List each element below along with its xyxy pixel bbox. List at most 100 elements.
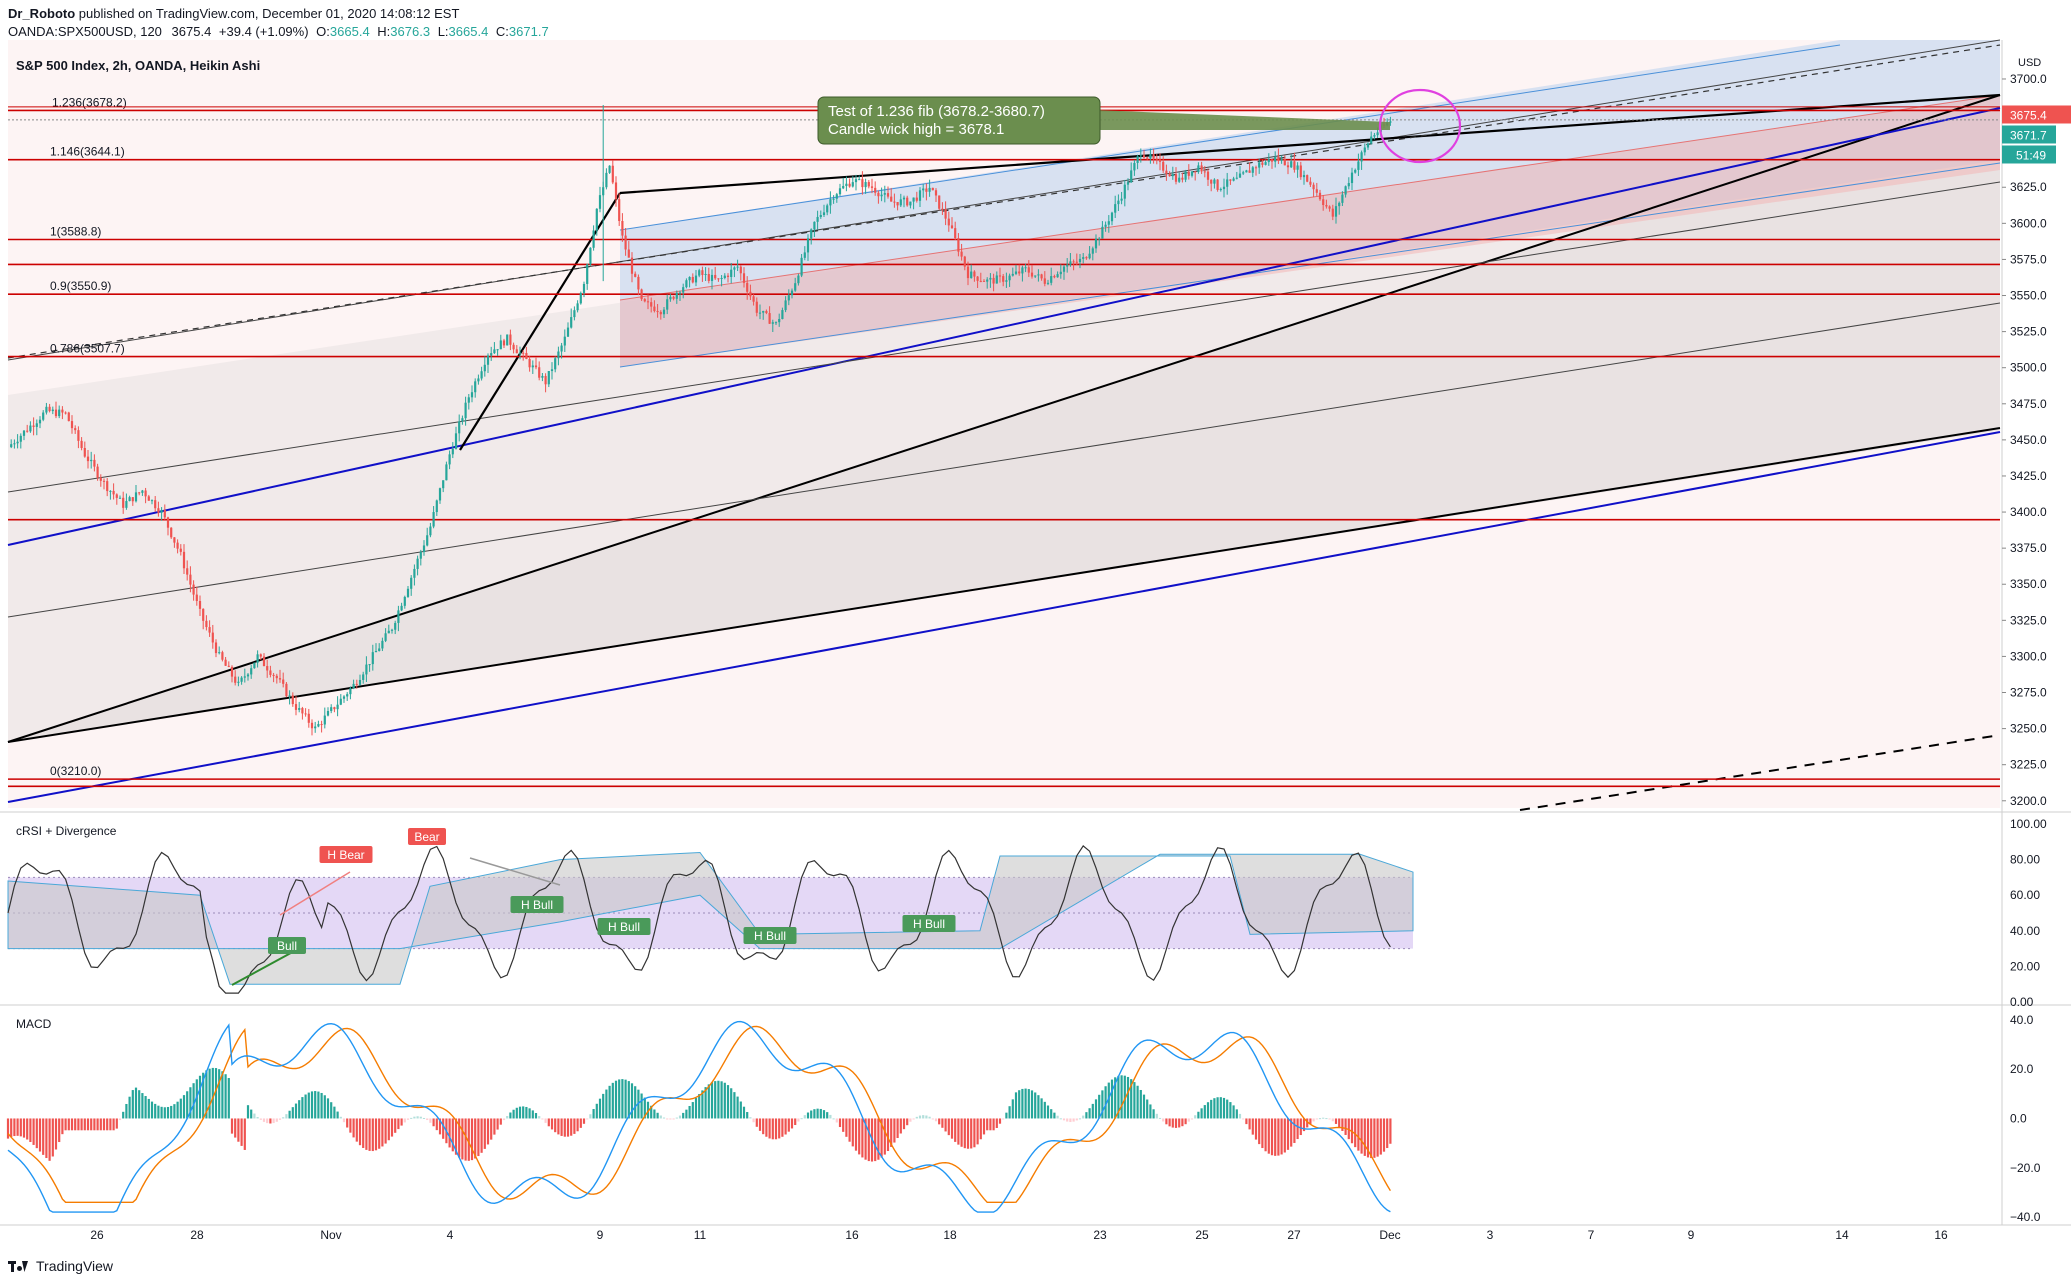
candle-body <box>518 352 522 354</box>
macd-histogram-bar <box>1158 1117 1162 1119</box>
macd-histogram-bar <box>1059 1118 1062 1120</box>
macd-histogram-bar <box>704 1087 707 1119</box>
author-name[interactable]: Dr_Roboto <box>8 6 76 21</box>
candle-body <box>1338 202 1341 207</box>
candle-body <box>173 537 176 543</box>
crsi-signal-bg-4 <box>597 918 651 935</box>
candle-body <box>989 277 992 280</box>
candle-body <box>80 440 83 449</box>
candle-body <box>877 192 880 197</box>
open-label: O: <box>316 24 330 39</box>
macd-histogram-bar <box>298 1100 301 1119</box>
candle-body <box>995 275 998 284</box>
macd-line <box>7 1020 1391 1213</box>
candle-body <box>1088 253 1091 259</box>
macd-histogram-bar <box>726 1085 730 1119</box>
macd-histogram-bar <box>768 1118 771 1139</box>
macd-histogram-bar <box>77 1118 80 1131</box>
candle-body <box>352 683 355 689</box>
macd-histogram-bar <box>131 1090 134 1119</box>
macd-histogram-bar <box>1098 1094 1101 1119</box>
candle-body <box>688 276 691 281</box>
macd-histogram-bar <box>67 1118 70 1131</box>
crsi-tick-2: 60.00 <box>2010 888 2040 902</box>
candle-body <box>1194 171 1197 173</box>
tradingview-logo[interactable]: TradingView <box>8 1258 113 1274</box>
time-tick-11: Dec <box>1379 1228 1400 1242</box>
macd-histogram-bar <box>1242 1118 1245 1120</box>
candle-body <box>595 208 598 231</box>
candle-body <box>1056 274 1059 278</box>
candle-body <box>1277 156 1280 161</box>
macd-histogram-bar <box>1062 1118 1066 1121</box>
macd-histogram-bar <box>960 1118 963 1147</box>
candle-body <box>323 715 326 725</box>
macd-histogram-bar <box>211 1067 214 1119</box>
candle-body <box>218 652 221 654</box>
candle-body <box>22 430 26 436</box>
candle-body <box>102 480 106 482</box>
macd-histogram-bar <box>1210 1099 1213 1119</box>
candle-body <box>83 448 86 457</box>
candle-body <box>387 630 390 634</box>
price-change: +39.4 (+1.09%) <box>218 24 309 39</box>
candle-body <box>1322 199 1325 206</box>
macd-histogram-bar <box>634 1086 637 1119</box>
candle-body <box>314 726 317 729</box>
candle-body <box>886 193 890 197</box>
candle-body <box>682 287 685 293</box>
candle-body <box>618 199 621 221</box>
macd-histogram-bar <box>1203 1105 1206 1119</box>
candle-body <box>182 551 186 569</box>
candle-body <box>794 283 797 291</box>
candle-body <box>1242 172 1245 174</box>
candle-body <box>138 492 141 494</box>
candle-body <box>1312 184 1315 190</box>
price-badge-teal: 3671.7 <box>2010 128 2047 142</box>
candle-body <box>614 182 618 200</box>
candle-body <box>253 662 256 669</box>
candle-body <box>1021 267 1024 274</box>
trend-line-7 <box>7 302 2001 618</box>
candle-body <box>458 421 461 434</box>
macd-histogram-bar <box>1318 1118 1322 1120</box>
macd-histogram-bar <box>1030 1090 1034 1119</box>
macd-histogram-bar <box>256 1117 259 1119</box>
crsi-signal-bg-3 <box>268 937 306 954</box>
candle-body <box>1261 162 1264 165</box>
candle-body <box>1309 181 1312 185</box>
macd-histogram-bar <box>544 1118 547 1123</box>
candle-body <box>48 406 51 412</box>
macd-histogram-bar <box>134 1087 138 1119</box>
macd-histogram-bar <box>976 1118 979 1145</box>
candle-body <box>864 182 867 188</box>
candle-body <box>1168 173 1171 177</box>
macd-histogram-bar <box>218 1069 221 1119</box>
candle-body <box>157 508 160 513</box>
macd-histogram-bar <box>102 1118 106 1131</box>
candle-body <box>1066 264 1069 267</box>
macd-histogram-bar <box>518 1106 522 1119</box>
macd-histogram-bar <box>1226 1099 1229 1119</box>
crsi-tick-1: 80.00 <box>2010 853 2040 867</box>
candle-body <box>288 695 291 697</box>
candle-body <box>125 501 128 508</box>
macd-histogram-bar <box>342 1118 346 1123</box>
macd-histogram-bar <box>1085 1112 1088 1119</box>
macd-histogram-bar <box>275 1118 278 1122</box>
macd-histogram-bar <box>547 1118 550 1127</box>
macd-histogram-bar <box>1011 1099 1014 1119</box>
macd-histogram-bar <box>771 1118 774 1140</box>
candle-body <box>506 334 509 346</box>
macd-histogram-bar <box>550 1118 554 1130</box>
time-tick-12: 3 <box>1487 1228 1494 1242</box>
crsi-envelope <box>7 851 1414 985</box>
macd-histogram-bar <box>627 1081 630 1119</box>
macd-histogram-bar <box>1005 1112 1008 1119</box>
candle-body <box>960 251 963 257</box>
candle-body <box>1142 155 1146 158</box>
macd-histogram-bar <box>122 1111 125 1119</box>
macd-histogram-bar <box>656 1112 659 1119</box>
candle-body <box>704 273 707 275</box>
macd-histogram-bar <box>61 1118 64 1135</box>
